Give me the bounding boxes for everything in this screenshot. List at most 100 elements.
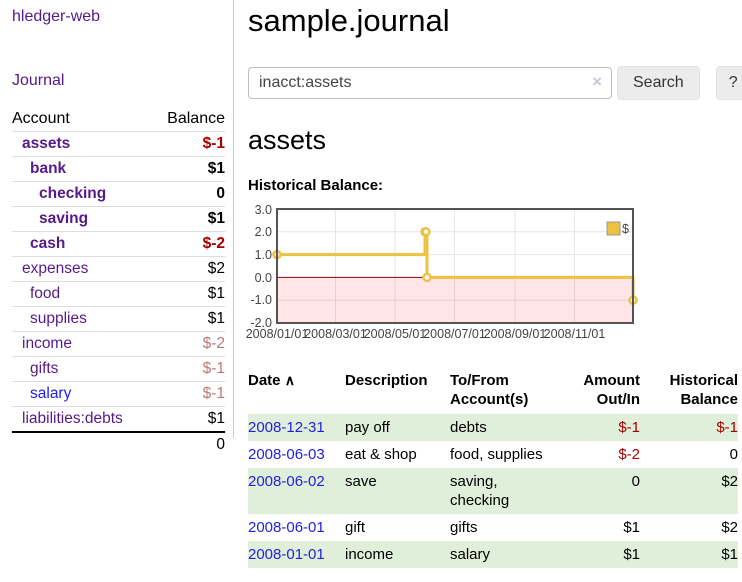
register-row: 2008-06-02 save saving, checking 0 $2 (248, 468, 738, 514)
account-link-cash[interactable]: cash (30, 235, 66, 252)
y-tick-label: -2.0 (250, 316, 272, 330)
transaction-amount: $1 (623, 546, 640, 563)
account-balance: $1 (151, 306, 225, 332)
account-balance: $1 (151, 206, 225, 232)
account-balance: 0 (151, 181, 225, 207)
account-link-bank[interactable]: bank (30, 160, 67, 177)
x-tick-label: 2008/05/01 (364, 327, 427, 341)
legend-label: $ (622, 222, 629, 236)
account-row: bank $1 (12, 156, 225, 182)
account-row: assets $-1 (12, 132, 225, 157)
account-heading: assets (248, 125, 327, 155)
transaction-description: eat & shop (345, 446, 417, 463)
transaction-amount: $-2 (618, 446, 640, 463)
plot-border (276, 208, 634, 324)
account-row: liabilities:debts $1 (12, 406, 225, 432)
transaction-balance: 0 (729, 446, 738, 463)
chart-title: Historical Balance: (248, 177, 384, 194)
register-table: Date ∧ Description To/From Account(s) Am… (248, 369, 738, 568)
account-link-expenses[interactable]: expenses (22, 260, 89, 277)
page-title: sample.journal (248, 3, 450, 38)
main-content: sample.journal × Search ? assets Histori… (233, 0, 742, 568)
sidebar-divider (233, 0, 234, 438)
transaction-date-link[interactable]: 2008-06-03 (248, 446, 325, 463)
transaction-description: gift (345, 519, 366, 536)
account-row: checking 0 (12, 181, 225, 207)
search-bar: × Search ? (248, 66, 742, 100)
sidebar: hledger-web Journal Account Balance asse… (0, 0, 233, 568)
search-input[interactable] (248, 67, 612, 99)
account-row: salary $-1 (12, 381, 225, 407)
negative-region (278, 277, 632, 323)
transaction-description: pay off (345, 419, 390, 436)
x-tick-label: 2008/03/01 (304, 327, 367, 341)
account-balance: $-2 (151, 331, 225, 357)
y-tick-label: 0.0 (255, 271, 272, 285)
accounts-total-balance: 0 (151, 431, 225, 457)
transaction-balance: $-1 (716, 419, 738, 436)
account-link-assets[interactable]: assets (22, 135, 71, 152)
account-balance: $-1 (202, 135, 225, 152)
account-balance: $-1 (151, 356, 225, 382)
account-row: income $-2 (12, 331, 225, 357)
historical-balance-chart[interactable]: 3.0 2.0 1.0 0.0 -1.0 -2.0 (243, 201, 742, 345)
search-button[interactable]: Search (617, 66, 700, 100)
clear-search-icon[interactable]: × (592, 72, 602, 91)
account-link-checking[interactable]: checking (39, 185, 107, 202)
search-box: × (248, 67, 612, 99)
account-link-liabilities-debts[interactable]: liabilities:debts (22, 410, 123, 427)
transaction-date-link[interactable]: 2008-12-31 (248, 419, 325, 436)
sidebar-item-journal[interactable]: Journal (12, 72, 65, 89)
account-balance: $2 (151, 256, 225, 282)
account-balance: $-1 (151, 381, 225, 407)
register-header-accounts: To/From Account(s) (450, 372, 529, 408)
transaction-accounts: salary (450, 546, 491, 563)
date-header-label: Date (248, 372, 281, 389)
account-row: expenses $2 (12, 256, 225, 282)
register-header-balance: Historical Balance (669, 372, 738, 408)
accounts-header-row: Account Balance (12, 107, 225, 132)
account-link-salary[interactable]: salary (30, 385, 72, 402)
account-link-income[interactable]: income (22, 335, 72, 352)
legend-swatch (606, 221, 621, 236)
account-row: saving $1 (12, 206, 225, 232)
y-tick-label: 1.0 (255, 248, 272, 262)
accounts-header-balance: Balance (151, 107, 225, 132)
account-link-food[interactable]: food (30, 285, 61, 302)
x-tick-label: 2008/11/01 (544, 327, 606, 341)
y-tick-label: 3.0 (255, 203, 272, 217)
register-row: 2008-12-31 pay off debts $-1 $-1 (248, 414, 738, 441)
account-balance: $1 (151, 406, 225, 432)
sort-asc-icon: ∧ (284, 372, 295, 388)
help-button[interactable]: ? (715, 66, 742, 100)
transaction-amount: 0 (631, 473, 640, 490)
account-balance: $-2 (151, 231, 225, 257)
account-row: supplies $1 (12, 306, 225, 332)
account-link-gifts[interactable]: gifts (30, 360, 59, 377)
accounts-total-row: 0 (12, 431, 225, 457)
transaction-amount: $-1 (618, 419, 640, 436)
x-tick-label: 2008/01/01 (246, 327, 309, 341)
transaction-date-link[interactable]: 2008-01-01 (248, 546, 325, 563)
app-root: hledger-web Journal Account Balance asse… (0, 0, 742, 568)
register-row: 2008-01-01 income salary $1 $1 (248, 541, 738, 568)
account-row: gifts $-1 (12, 356, 225, 382)
transaction-date-link[interactable]: 2008-06-02 (248, 473, 325, 490)
account-link-supplies[interactable]: supplies (30, 310, 87, 327)
gridlines (278, 210, 632, 322)
transaction-description: save (345, 473, 377, 490)
account-link-saving[interactable]: saving (39, 210, 89, 227)
transaction-accounts: saving, checking (450, 473, 510, 509)
register-header-date[interactable]: Date ∧ (248, 369, 345, 414)
brand-link[interactable]: hledger-web (12, 8, 101, 25)
x-tick-label: 2008/07/01 (423, 327, 486, 341)
register-header-row: Date ∧ Description To/From Account(s) Am… (248, 369, 738, 414)
transaction-amount: $1 (623, 519, 640, 536)
transaction-balance: $2 (721, 473, 738, 490)
transaction-balance: $1 (721, 546, 738, 563)
chart-canvas: 3.0 2.0 1.0 0.0 -1.0 -2.0 (246, 203, 638, 341)
account-row: cash $-2 (12, 231, 225, 257)
transaction-date-link[interactable]: 2008-06-01 (248, 519, 325, 536)
x-tick-label: 2008/09/01 (484, 327, 547, 341)
transaction-description: income (345, 546, 394, 563)
